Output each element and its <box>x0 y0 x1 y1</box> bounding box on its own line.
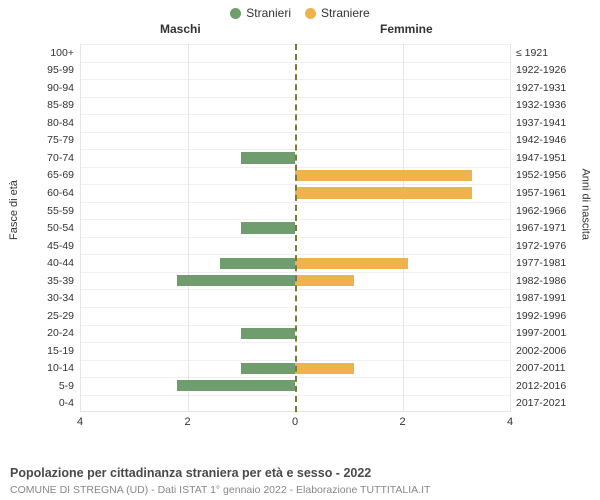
birth-year-label: 1972-1976 <box>510 240 566 252</box>
x-tick-label: 4 <box>507 416 513 428</box>
age-label: 70-74 <box>47 152 80 164</box>
age-label: 55-59 <box>47 205 80 217</box>
bar-female <box>295 170 472 181</box>
birth-year-label: 1982-1986 <box>510 275 566 287</box>
birth-year-label: ≤ 1921 <box>510 47 548 59</box>
birth-year-label: 1947-1951 <box>510 152 566 164</box>
axis-zero-line <box>295 44 297 412</box>
age-label: 60-64 <box>47 187 80 199</box>
birth-year-label: 2002-2006 <box>510 345 566 357</box>
bar-male <box>177 275 295 286</box>
x-tick-label: 2 <box>399 416 405 428</box>
birth-year-label: 1997-2001 <box>510 327 566 339</box>
birth-year-label: 1932-1936 <box>510 99 566 111</box>
legend: Stranieri Straniere <box>0 0 600 20</box>
bar-male <box>177 380 295 391</box>
y-axis-right-title: Anni di nascita <box>580 168 592 240</box>
age-label: 85-89 <box>47 99 80 111</box>
age-label: 95-99 <box>47 64 80 76</box>
legend-label-female: Straniere <box>321 6 370 20</box>
age-label: 75-79 <box>47 134 80 146</box>
pyramid-chart: Fasce di età Anni di nascita 100+≤ 19219… <box>20 40 580 440</box>
bar-male <box>241 363 295 374</box>
age-label: 100+ <box>50 47 80 59</box>
gridline-vertical <box>188 44 189 412</box>
column-headers: Maschi Femmine <box>0 22 600 40</box>
bar-female <box>295 363 354 374</box>
header-female: Femmine <box>380 22 433 36</box>
birth-year-label: 1992-1996 <box>510 310 566 322</box>
birth-year-label: 1937-1941 <box>510 117 566 129</box>
bar-male <box>241 152 295 163</box>
bar-male <box>220 258 295 269</box>
birth-year-label: 1987-1991 <box>510 292 566 304</box>
age-label: 65-69 <box>47 169 80 181</box>
x-tick-label: 2 <box>184 416 190 428</box>
age-label: 15-19 <box>47 345 80 357</box>
age-label: 40-44 <box>47 257 80 269</box>
age-label: 0-4 <box>59 397 80 409</box>
chart-subtitle: COMUNE DI STREGNA (UD) - Dati ISTAT 1° g… <box>10 484 430 496</box>
birth-year-label: 1977-1981 <box>510 257 566 269</box>
legend-swatch-male <box>230 8 241 19</box>
birth-year-label: 1927-1931 <box>510 82 566 94</box>
bar-male <box>241 222 295 233</box>
birth-year-label: 1922-1926 <box>510 64 566 76</box>
birth-year-label: 1957-1961 <box>510 187 566 199</box>
age-label: 25-29 <box>47 310 80 322</box>
age-label: 45-49 <box>47 240 80 252</box>
birth-year-label: 2017-2021 <box>510 397 566 409</box>
birth-year-label: 1962-1966 <box>510 205 566 217</box>
age-label: 90-94 <box>47 82 80 94</box>
legend-item-female: Straniere <box>305 6 370 20</box>
birth-year-label: 1967-1971 <box>510 222 566 234</box>
legend-swatch-female <box>305 8 316 19</box>
x-tick-label: 4 <box>77 416 83 428</box>
gridline-vertical <box>403 44 404 412</box>
legend-label-male: Stranieri <box>246 6 291 20</box>
age-label: 5-9 <box>59 380 80 392</box>
age-label: 10-14 <box>47 362 80 374</box>
age-label: 80-84 <box>47 117 80 129</box>
birth-year-label: 2007-2011 <box>510 362 565 374</box>
legend-item-male: Stranieri <box>230 6 291 20</box>
birth-year-label: 1952-1956 <box>510 169 566 181</box>
bar-male <box>241 328 295 339</box>
age-label: 30-34 <box>47 292 80 304</box>
chart-title: Popolazione per cittadinanza straniera p… <box>10 466 371 480</box>
x-tick-label: 0 <box>292 416 298 428</box>
plot-area: 100+≤ 192195-991922-192690-941927-193185… <box>80 44 510 412</box>
y-axis-left-title: Fasce di età <box>8 180 20 240</box>
age-label: 50-54 <box>47 222 80 234</box>
header-male: Maschi <box>160 22 201 36</box>
birth-year-label: 1942-1946 <box>510 134 566 146</box>
birth-year-label: 2012-2016 <box>510 380 566 392</box>
age-label: 20-24 <box>47 327 80 339</box>
bar-female <box>295 258 408 269</box>
gridline-vertical <box>510 44 511 412</box>
bar-female <box>295 187 472 198</box>
bar-female <box>295 275 354 286</box>
age-label: 35-39 <box>47 275 80 287</box>
gridline-vertical <box>80 44 81 412</box>
